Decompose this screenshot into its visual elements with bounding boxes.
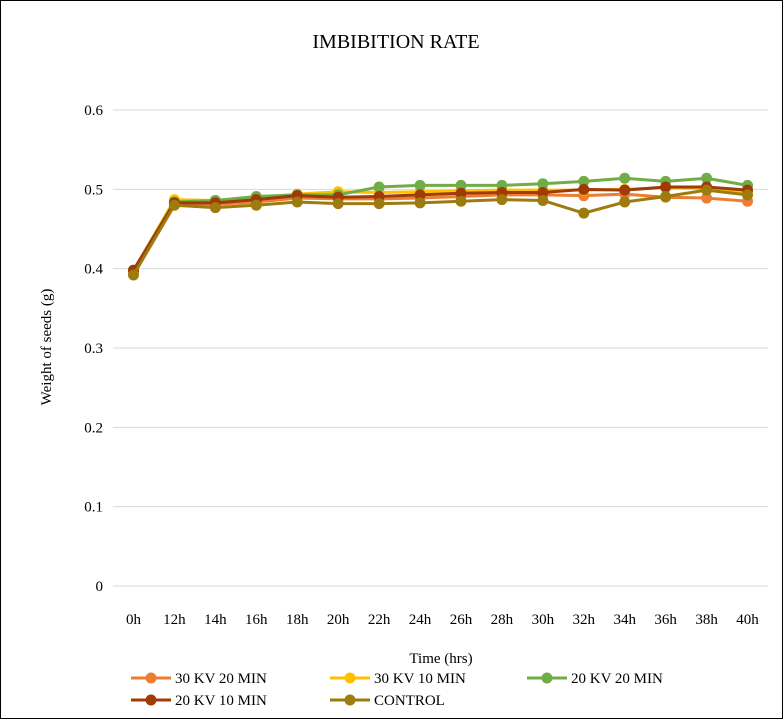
- data-point: [414, 179, 426, 191]
- data-point: [537, 194, 549, 206]
- data-point: [578, 183, 590, 195]
- x-tick-label: 20h: [327, 612, 350, 628]
- data-point: [291, 196, 303, 208]
- data-point: [701, 184, 713, 196]
- data-point: [537, 187, 549, 199]
- x-tick-label: 36h: [654, 612, 677, 628]
- data-point: [250, 199, 262, 211]
- data-point: [578, 207, 590, 219]
- data-point: [455, 179, 467, 191]
- x-tick-label: 38h: [695, 612, 718, 628]
- data-point: [373, 198, 385, 210]
- data-point: [455, 187, 467, 199]
- x-tick-label: 24h: [409, 612, 432, 628]
- x-tick-label: 0h: [126, 612, 142, 628]
- data-point: [578, 175, 590, 187]
- series-line: [132, 176, 748, 272]
- data-point: [496, 194, 508, 206]
- legend-swatch-marker: [344, 694, 356, 706]
- data-point: [209, 202, 221, 214]
- x-tick-label: 26h: [450, 612, 473, 628]
- x-tick-label: 18h: [286, 612, 309, 628]
- legend-item: CONTROL: [330, 693, 445, 709]
- data-point: [168, 199, 180, 211]
- data-point: [742, 189, 754, 201]
- legend-swatch-marker: [344, 672, 356, 684]
- legend-item: 20 KV 20 MIN: [527, 671, 663, 687]
- x-tick-label: 32h: [573, 612, 596, 628]
- y-tick-label: 0.6: [84, 103, 103, 119]
- data-point: [701, 172, 713, 184]
- data-point: [619, 184, 631, 196]
- data-point: [660, 181, 672, 193]
- y-tick-label: 0.3: [84, 341, 103, 357]
- chart-title: IMBIBITION RATE: [312, 31, 479, 53]
- y-tick-label: 0.4: [84, 262, 103, 278]
- legend-label: 30 KV 10 MIN: [374, 671, 466, 687]
- data-point: [414, 189, 426, 201]
- legend-item: 20 KV 10 MIN: [131, 693, 267, 709]
- legend-label: 20 KV 10 MIN: [175, 693, 267, 709]
- data-point: [619, 196, 631, 208]
- legend-item: 30 KV 10 MIN: [330, 671, 466, 687]
- series-line: [132, 192, 748, 273]
- data-point: [373, 181, 385, 193]
- x-tick-label: 12h: [163, 612, 186, 628]
- legend-item: 30 KV 20 MIN: [131, 671, 267, 687]
- legend-swatch-marker: [145, 694, 157, 706]
- series-line: [132, 185, 748, 272]
- x-axis-tick-labels: 0h 12h 14h 16h 18h 20h 22h 24h 26h 28h 30h 32h 34h 36…: [126, 612, 759, 628]
- data-point: [619, 172, 631, 184]
- legend-label: 30 KV 20 MIN: [175, 671, 267, 687]
- legend-label: CONTROL: [374, 693, 445, 709]
- data-point: [332, 198, 344, 210]
- x-tick-label: 14h: [204, 612, 227, 628]
- data-point: [127, 269, 139, 281]
- y-tick-label: 0.1: [84, 500, 103, 516]
- y-tick-label: 0.2: [84, 420, 103, 436]
- x-axis-label: Time (hrs): [409, 651, 472, 667]
- y-tick-label: 0.5: [84, 182, 103, 198]
- x-tick-label: 16h: [245, 612, 268, 628]
- data-point: [537, 178, 549, 190]
- legend: 30 KV 20 MIN 30 KV 10 MIN 20 KV 20 MIN 20 K…: [131, 671, 663, 709]
- series-lines: [127, 172, 754, 281]
- x-tick-label: 40h: [736, 612, 759, 628]
- data-point: [455, 195, 467, 207]
- data-point: [660, 190, 672, 202]
- x-tick-label: 34h: [613, 612, 636, 628]
- y-tick-label: 0: [96, 579, 104, 595]
- legend-swatch-marker: [145, 672, 157, 684]
- series-line: [132, 188, 748, 276]
- x-tick-label: 30h: [532, 612, 555, 628]
- legend-swatch-marker: [541, 672, 553, 684]
- x-tick-label: 28h: [491, 612, 514, 628]
- y-axis-label: Weight of seeds (g): [39, 289, 55, 406]
- data-point: [701, 192, 713, 204]
- data-point: [414, 197, 426, 209]
- x-tick-label: 22h: [368, 612, 391, 628]
- legend-label: 20 KV 20 MIN: [571, 671, 663, 687]
- y-axis-tick-labels: 0 0.1 0.2 0.3 0.4 0.5 0.6: [84, 103, 103, 595]
- series-4: [127, 184, 754, 281]
